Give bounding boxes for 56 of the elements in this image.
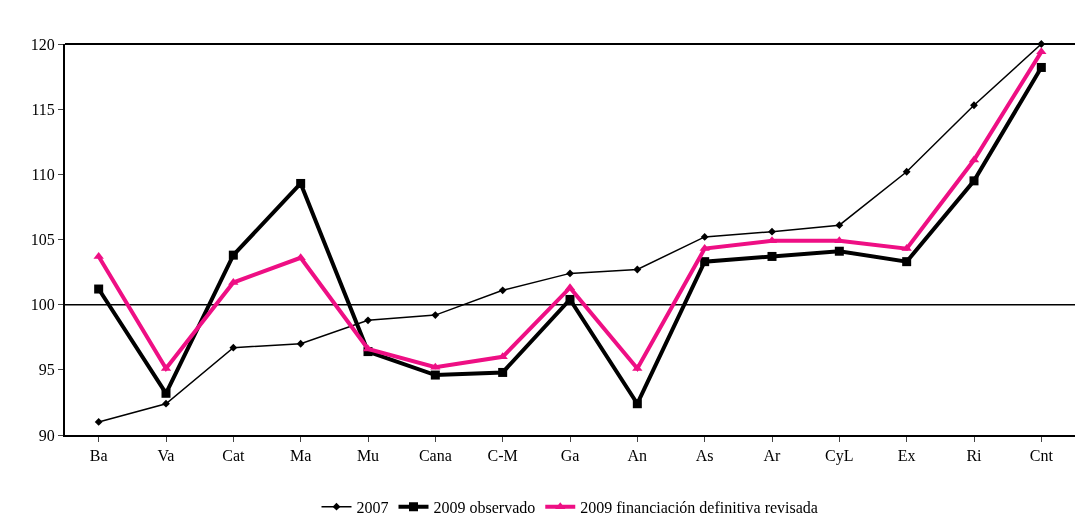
x-tick-label: Va: [157, 447, 175, 465]
x-tick-label: An: [627, 447, 648, 465]
y-tick-label: 90: [38, 426, 55, 444]
point: [565, 294, 575, 304]
x-tick-label: Mu: [356, 447, 380, 465]
y-tick-label: 100: [30, 296, 55, 314]
point: [632, 399, 642, 409]
legend-label: 2009 financiación definitiva revisada: [580, 498, 818, 516]
point: [94, 284, 104, 294]
point: [834, 246, 844, 256]
x-tick-label: Cnt: [1029, 447, 1054, 465]
point: [1036, 62, 1046, 72]
x-tick-label: Ma: [290, 447, 312, 465]
x-tick-label: Ex: [897, 447, 916, 465]
point: [162, 399, 170, 408]
point: [1037, 40, 1046, 48]
x-tick-label: Ar: [763, 447, 782, 465]
point: [93, 251, 104, 259]
point: [566, 269, 574, 278]
x-tick-label: Cana: [418, 447, 452, 465]
x-tick-label: C-M: [487, 447, 518, 465]
x-tick-label: Ga: [560, 447, 580, 465]
y-tick-label: 120: [30, 35, 55, 53]
point: [700, 257, 710, 267]
point: [364, 316, 372, 325]
point: [94, 418, 103, 426]
legend-label: 2007: [356, 498, 389, 516]
point: [229, 343, 238, 352]
point: [498, 286, 507, 295]
point: [430, 370, 440, 380]
y-tick-label: 95: [38, 361, 55, 379]
point: [161, 388, 171, 398]
point: [970, 101, 978, 110]
x-tick-label: Ba: [89, 447, 108, 465]
point: [1036, 47, 1047, 55]
x-tick-label: As: [695, 447, 714, 465]
point: [633, 265, 642, 274]
legend-label: 2009 observado: [433, 498, 536, 516]
point: [296, 339, 305, 348]
y-tick-label: 105: [30, 231, 55, 249]
point: [228, 250, 238, 260]
y-tick-label: 110: [31, 165, 55, 183]
x-tick-label: Ri: [966, 447, 983, 465]
x-tick-label: Cat: [222, 447, 245, 465]
point: [700, 232, 709, 241]
point: [431, 311, 440, 319]
point: [498, 367, 508, 377]
point: [902, 257, 912, 267]
point: [767, 251, 777, 261]
point: [902, 167, 911, 176]
point: [835, 221, 844, 230]
y-tick-label: 115: [31, 100, 55, 118]
point: [768, 227, 776, 236]
x-tick-label: CyL: [825, 447, 854, 466]
point: [296, 178, 306, 188]
point: [969, 176, 979, 186]
